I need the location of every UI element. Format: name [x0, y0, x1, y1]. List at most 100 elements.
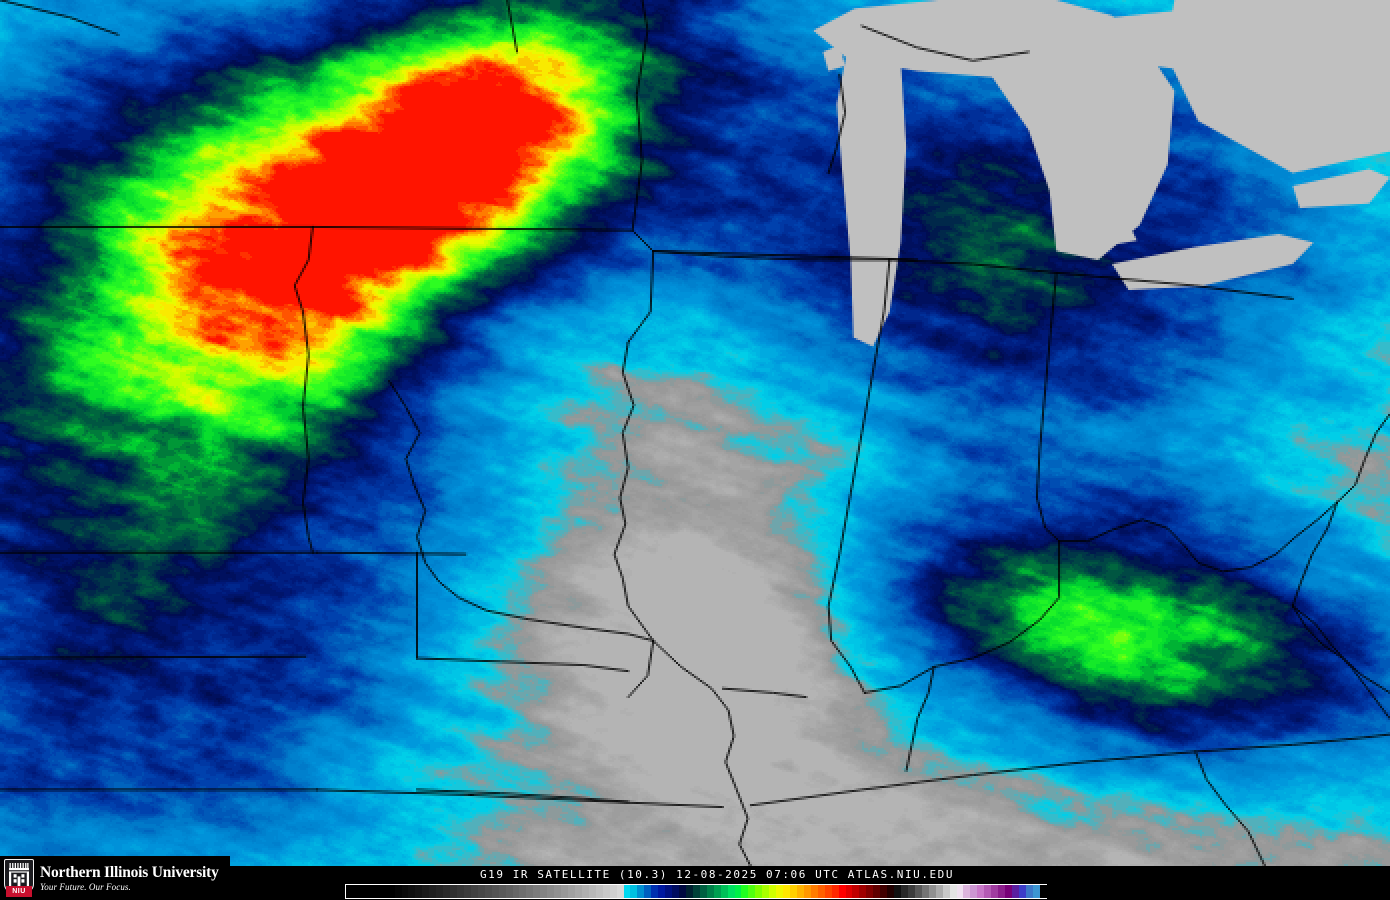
caption-bar: G19 IR SATELLITE (10.3) 12-08-2025 07:06…: [228, 866, 1390, 884]
color-stop-75: [866, 885, 874, 898]
color-stop-61: [769, 885, 777, 898]
color-stop-68: [817, 885, 825, 898]
color-stop-85: [935, 885, 943, 898]
satellite-image-viewport[interactable]: [0, 0, 1390, 866]
color-stop-19: [477, 885, 485, 898]
color-stop-16: [457, 885, 464, 898]
color-stop-42: [637, 885, 645, 898]
color-stop-79: [894, 885, 901, 898]
color-stop-100: [1039, 885, 1047, 898]
color-stop-4: [373, 885, 381, 898]
color-stop-45: [658, 885, 666, 898]
color-stop-94: [998, 885, 1006, 898]
color-stop-90: [970, 885, 978, 898]
color-stop-49: [685, 885, 693, 898]
color-stop-53: [713, 885, 721, 898]
color-stop-14: [443, 885, 451, 898]
color-stop-77: [880, 885, 888, 898]
color-stop-59: [755, 885, 763, 898]
niu-branding-bar: NIU Northern Illinois University Your Fu…: [0, 856, 230, 900]
color-stop-11: [422, 885, 430, 898]
color-stop-60: [762, 885, 770, 898]
niu-shield-icon: NIU: [4, 859, 34, 897]
color-stop-8: [401, 885, 409, 898]
color-stop-72: [845, 885, 853, 898]
color-scale-stops: [346, 885, 1047, 898]
color-stop-28: [540, 885, 548, 898]
color-stop-34: [581, 885, 589, 898]
color-stop-29: [547, 885, 555, 898]
color-stop-5: [380, 885, 388, 898]
color-stop-36: [595, 885, 603, 898]
color-stop-23: [505, 885, 513, 898]
color-stop-95: [1005, 885, 1012, 898]
color-stop-6: [387, 885, 395, 898]
color-stop-97: [1018, 885, 1026, 898]
color-stop-22: [498, 885, 506, 898]
color-stop-50: [692, 885, 700, 898]
color-stop-83: [921, 885, 929, 898]
color-stop-69: [824, 885, 832, 898]
color-stop-24: [512, 885, 520, 898]
color-stop-55: [727, 885, 735, 898]
niu-wordmark: NIU: [6, 886, 32, 897]
color-stop-48: [679, 885, 686, 898]
color-stop-37: [602, 885, 610, 898]
color-stop-9: [408, 885, 416, 898]
color-stop-52: [706, 885, 714, 898]
color-stop-88: [956, 885, 964, 898]
color-stop-57: [741, 885, 749, 898]
color-stop-20: [484, 885, 492, 898]
goes-ir-satellite-image[interactable]: [0, 0, 1390, 866]
color-stop-39: [616, 885, 624, 898]
color-stop-86: [942, 885, 950, 898]
color-stop-2: [359, 885, 367, 898]
color-stop-66: [803, 885, 811, 898]
color-stop-38: [609, 885, 617, 898]
color-stop-31: [561, 885, 568, 898]
color-stop-84: [928, 885, 936, 898]
color-stop-32: [568, 885, 575, 898]
institution-name: Northern Illinois University: [40, 863, 219, 881]
color-stop-62: [776, 885, 784, 898]
color-stop-0: [346, 885, 353, 898]
color-stop-82: [914, 885, 922, 898]
institution-tagline: Your Future. Our Focus.: [40, 881, 131, 892]
color-stop-81: [907, 885, 915, 898]
color-stop-67: [810, 885, 818, 898]
color-scale-bar[interactable]: [345, 884, 1047, 899]
color-stop-26: [526, 885, 534, 898]
color-stop-25: [519, 885, 527, 898]
color-stop-93: [991, 885, 999, 898]
color-stop-13: [436, 885, 444, 898]
color-stop-91: [977, 885, 985, 898]
color-stop-63: [783, 885, 790, 898]
color-stop-96: [1012, 885, 1019, 898]
color-stop-65: [796, 885, 804, 898]
color-stop-70: [831, 885, 839, 898]
color-stop-89: [963, 885, 971, 898]
color-stop-92: [984, 885, 992, 898]
color-stop-43: [644, 885, 652, 898]
color-stop-10: [415, 885, 423, 898]
color-stop-74: [859, 885, 867, 898]
color-stop-80: [901, 885, 908, 898]
color-stop-40: [623, 885, 631, 898]
color-stop-56: [734, 885, 742, 898]
color-stop-3: [366, 885, 374, 898]
color-stop-12: [429, 885, 437, 898]
color-stop-73: [852, 885, 860, 898]
color-stop-47: [672, 885, 679, 898]
color-stop-98: [1025, 885, 1033, 898]
color-stop-33: [574, 885, 582, 898]
color-stop-27: [533, 885, 541, 898]
color-stop-41: [630, 885, 638, 898]
color-stop-44: [651, 885, 659, 898]
color-stop-58: [748, 885, 756, 898]
color-stop-46: [665, 885, 673, 898]
color-stop-17: [463, 885, 471, 898]
color-stop-99: [1032, 885, 1040, 898]
color-stop-35: [588, 885, 596, 898]
color-stop-71: [838, 885, 846, 898]
color-stop-1: [352, 885, 360, 898]
